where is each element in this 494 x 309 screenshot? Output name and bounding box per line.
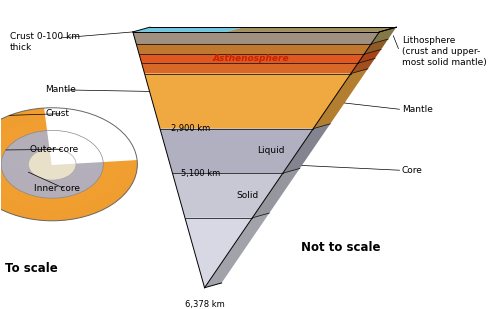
Polygon shape [142,63,358,74]
Polygon shape [205,213,269,288]
Polygon shape [283,124,330,173]
Polygon shape [172,173,283,218]
Text: Lithosphere
(crust and upper-
most solid mantle): Lithosphere (crust and upper- most solid… [402,36,487,67]
Polygon shape [44,102,146,164]
Polygon shape [252,168,300,218]
Text: 2,900 km: 2,900 km [171,124,210,133]
Text: Inner core: Inner core [34,184,81,193]
Text: Crust 0-100 km
thick: Crust 0-100 km thick [10,32,80,53]
Polygon shape [136,44,371,54]
Text: Asthenosphere: Asthenosphere [212,54,289,63]
Polygon shape [227,27,396,32]
Circle shape [28,148,76,180]
Text: Mantle: Mantle [402,105,433,114]
Polygon shape [133,27,244,32]
Circle shape [1,130,103,198]
Circle shape [0,108,137,221]
Text: Crust: Crust [45,109,70,118]
Text: Solid: Solid [236,191,258,200]
Text: To scale: To scale [5,262,58,275]
Polygon shape [371,27,396,44]
Polygon shape [358,49,381,63]
Text: Core: Core [402,166,422,175]
Polygon shape [364,39,388,54]
Polygon shape [133,32,379,44]
Text: 6,378 km: 6,378 km [185,300,224,309]
Polygon shape [185,218,252,288]
Polygon shape [313,69,368,129]
Text: Mantle: Mantle [45,85,77,95]
Text: Outer core: Outer core [30,145,78,154]
Text: Not to scale: Not to scale [301,241,381,254]
Text: 5,100 km: 5,100 km [181,169,221,178]
Polygon shape [133,32,379,44]
Polygon shape [145,74,351,129]
Polygon shape [133,32,379,44]
Text: Liquid: Liquid [257,146,285,155]
Polygon shape [139,54,364,63]
Polygon shape [160,129,313,173]
Polygon shape [351,58,375,74]
